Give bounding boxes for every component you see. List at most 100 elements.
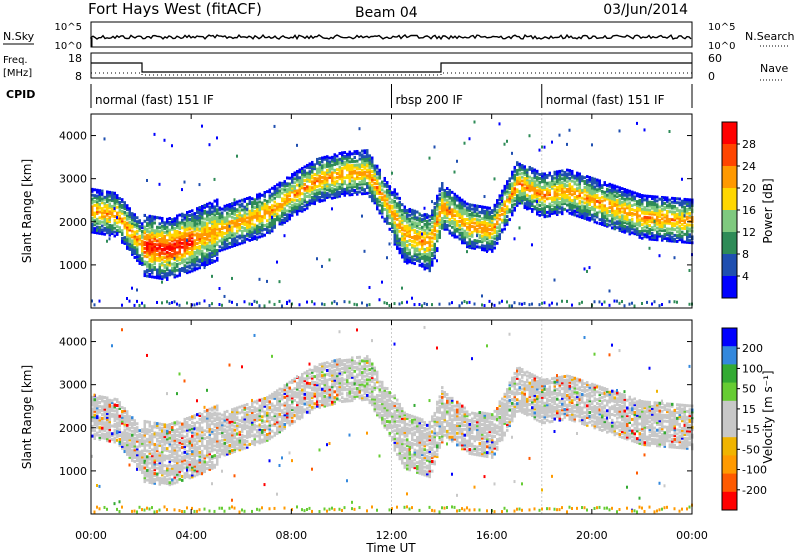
data-cell — [273, 204, 276, 208]
data-cell — [396, 217, 399, 221]
data-cell — [671, 210, 674, 214]
data-cell — [213, 246, 216, 250]
data-cell — [238, 234, 241, 238]
data-cell — [536, 171, 539, 175]
data-cell — [623, 207, 626, 211]
data-cell — [131, 212, 134, 216]
data-cell — [226, 231, 229, 235]
data-cell — [398, 229, 401, 233]
data-cell — [531, 188, 534, 192]
data-cell — [168, 271, 171, 275]
data-cell — [281, 205, 284, 209]
data-cell — [508, 210, 511, 214]
data-cell — [276, 202, 279, 206]
data-cell — [391, 206, 394, 210]
data-cell — [108, 416, 111, 420]
data-cell — [198, 246, 201, 250]
data-cell — [488, 222, 491, 226]
data-cell — [496, 233, 499, 237]
data-cell — [591, 194, 594, 198]
data-cell — [671, 212, 674, 216]
data-cell — [381, 211, 384, 215]
data-cell — [183, 260, 186, 264]
data-cell — [158, 233, 161, 237]
data-cell — [393, 199, 396, 203]
data-cell — [183, 254, 186, 258]
data-cell — [528, 200, 531, 204]
data-cell — [136, 229, 139, 233]
data-cell — [331, 167, 334, 171]
data-cell — [286, 184, 289, 188]
data-cell — [176, 220, 179, 224]
data-cell — [601, 199, 604, 203]
noise-cell — [493, 177, 496, 181]
data-cell — [266, 211, 269, 215]
data-cell — [263, 210, 266, 214]
data-cell — [263, 233, 266, 237]
ground-cell — [193, 303, 196, 307]
data-cell — [656, 238, 659, 242]
data-cell — [408, 248, 411, 252]
data-cell — [196, 267, 199, 271]
data-cell — [168, 244, 171, 248]
data-cell — [506, 207, 509, 211]
data-cell — [118, 197, 121, 201]
data-cell — [653, 234, 656, 238]
data-cell — [188, 217, 191, 221]
data-cell — [306, 187, 309, 191]
data-cell — [528, 187, 531, 191]
data-cell — [318, 176, 321, 180]
data-cell — [526, 172, 529, 176]
cpid-segment-label: normal (fast) 151 IF — [95, 93, 214, 107]
data-cell — [393, 236, 396, 240]
data-cell — [491, 226, 494, 230]
data-cell — [403, 209, 406, 213]
ground-cell — [106, 507, 108, 511]
data-cell — [341, 186, 344, 190]
data-cell — [393, 221, 396, 225]
data-cell — [561, 192, 564, 196]
ground-cell — [93, 510, 96, 514]
data-cell — [93, 227, 96, 231]
data-cell — [616, 198, 619, 202]
data-cell — [448, 231, 451, 235]
data-cell — [461, 200, 464, 204]
data-cell — [293, 185, 296, 189]
data-cell — [593, 204, 596, 208]
data-cell — [556, 185, 559, 189]
data-cell — [136, 237, 139, 241]
data-cell — [623, 224, 626, 228]
data-cell — [656, 234, 659, 238]
data-cell — [306, 171, 309, 175]
data-cell — [173, 217, 176, 221]
data-cell — [261, 224, 264, 228]
data-cell — [188, 246, 191, 250]
data-cell — [268, 215, 271, 219]
data-cell — [578, 195, 581, 199]
data-cell — [156, 229, 159, 233]
data-cell — [666, 227, 669, 231]
data-cell — [248, 217, 251, 221]
data-cell — [683, 221, 686, 225]
ground-cell — [601, 302, 603, 306]
data-cell — [98, 433, 101, 437]
data-cell — [163, 269, 166, 273]
data-cell — [443, 206, 446, 210]
data-cell — [506, 180, 509, 184]
data-cell — [556, 187, 559, 191]
data-cell — [473, 208, 476, 212]
data-cell — [463, 204, 466, 208]
noise-cell — [468, 137, 471, 141]
data-cell — [431, 215, 434, 219]
data-cell — [348, 160, 351, 164]
data-cell — [578, 207, 581, 211]
data-cell — [178, 234, 181, 238]
data-cell — [501, 195, 504, 199]
data-cell — [238, 213, 241, 217]
data-cell — [541, 176, 544, 180]
data-cell — [456, 196, 459, 200]
data-cell — [101, 214, 104, 218]
